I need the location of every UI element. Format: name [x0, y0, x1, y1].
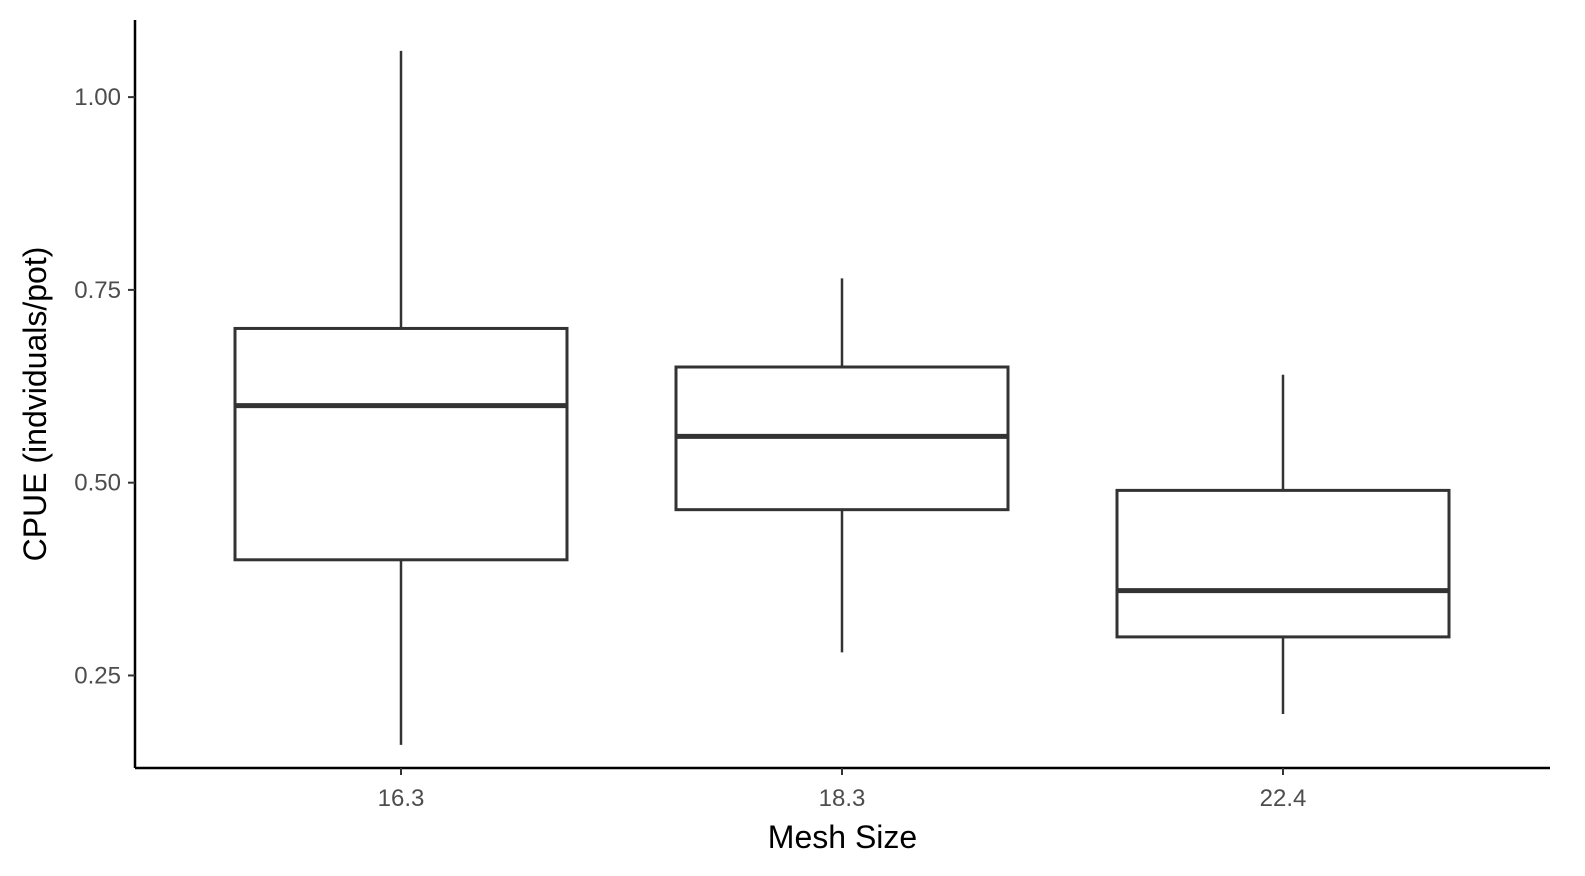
- box-series: [233, 50, 1451, 745]
- x-tick-label: 22.4: [1260, 785, 1307, 812]
- y-tick-label: 1.00: [74, 84, 121, 111]
- box-16.3: [233, 50, 569, 745]
- x-tick-label: 18.3: [819, 785, 866, 812]
- y-axis-title: CPUE (indviduals/pot): [17, 247, 53, 562]
- iqr-box: [233, 326, 569, 562]
- box-18.3: [674, 278, 1010, 653]
- y-tick-label: 0.50: [74, 470, 121, 497]
- x-tick-label: 16.3: [378, 785, 425, 812]
- y-axis: 0.25 0.50 0.75 1.00: [74, 20, 137, 768]
- y-tick-label: 0.25: [74, 662, 121, 689]
- box-22.4: [1115, 374, 1451, 715]
- x-axis: 16.3 18.3 22.4: [135, 766, 1550, 812]
- x-axis-title: Mesh Size: [768, 819, 917, 855]
- y-tick-label: 0.75: [74, 277, 121, 304]
- iqr-box: [1115, 488, 1451, 639]
